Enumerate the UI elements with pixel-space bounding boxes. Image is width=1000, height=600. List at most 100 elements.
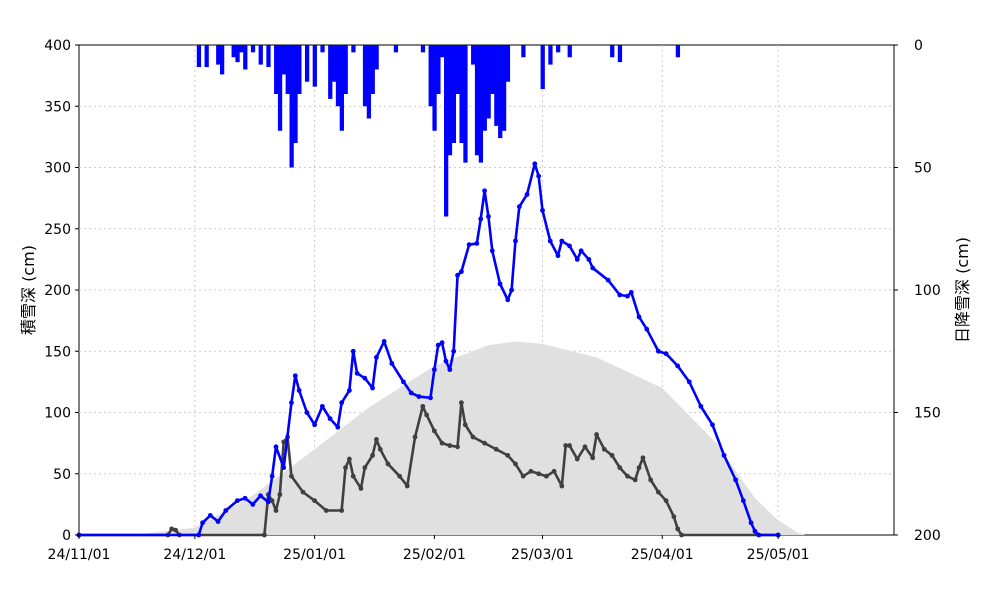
dark-series-point (262, 532, 267, 538)
snowfall-bar (455, 45, 460, 94)
snow-depth-point (200, 520, 206, 526)
snow-depth-point (381, 339, 387, 344)
snow-depth-point (489, 248, 495, 254)
x-tick-label: 25/02/01 (403, 547, 466, 563)
dark-series-point (640, 455, 646, 461)
snow-depth-point (710, 422, 715, 428)
right-tick-label: 100 (914, 283, 941, 299)
snowfall-bar (393, 45, 399, 53)
snowfall-bar (216, 45, 221, 65)
left-tick-label: 250 (44, 222, 71, 238)
snow-depth-point (540, 207, 545, 213)
dark-series-point (370, 452, 375, 458)
snowfall-bar (436, 45, 441, 94)
snowfall-bar (196, 45, 202, 68)
snow-depth-point (547, 238, 553, 244)
dark-series-point (520, 473, 526, 479)
snowfall-bar (235, 45, 240, 63)
snowfall-bar (463, 45, 468, 163)
snowfall-bar (567, 45, 572, 58)
dark-series-point (173, 527, 178, 533)
dark-series-point (493, 446, 499, 452)
snowfall-bar (675, 45, 681, 58)
snowfall-bar (293, 45, 298, 143)
dark-series-point (404, 483, 410, 489)
snowfall-bar (204, 45, 209, 68)
dark-series-point (663, 498, 669, 504)
snow-depth-point (451, 348, 457, 354)
daily-snowfall-bars (196, 45, 681, 217)
dark-series-point (609, 452, 615, 458)
snow-depth-point (513, 238, 518, 244)
dark-series-point (513, 461, 518, 467)
dark-series-point (625, 473, 630, 479)
snowfall-bar (498, 45, 503, 139)
snow-depth-point (273, 444, 279, 450)
snow-depth-point (636, 314, 642, 320)
snow-depth-point (509, 287, 515, 293)
normal-snow-depth-area (133, 341, 806, 535)
dark-series-point (458, 400, 464, 406)
dark-series-point (671, 514, 677, 520)
snowfall-bar (239, 45, 244, 53)
dark-series-point (169, 526, 175, 532)
snow-depth-point (628, 290, 634, 295)
left-tick-label: 350 (44, 99, 71, 115)
snowfall-bar (289, 45, 294, 168)
snow-depth-point (756, 532, 762, 538)
dark-series-point (374, 437, 379, 442)
dark-series-point (551, 468, 557, 474)
dark-series-point (567, 443, 572, 448)
snow-depth-point (578, 248, 584, 254)
dark-series-point (420, 403, 426, 409)
dark-series-point (358, 486, 364, 491)
dark-series (76, 400, 781, 538)
dark-series-point (590, 455, 596, 461)
snow-depth-point (567, 243, 572, 249)
snowfall-bar (617, 45, 623, 63)
snow-depth-point (435, 342, 441, 348)
dark-series-point (269, 498, 275, 504)
snow-depth-point (455, 272, 460, 278)
snowfall-bar (328, 45, 333, 99)
x-axis-ticks: 24/11/01 24/12/01 25/01/01 25/02/01 25/03/01… (48, 535, 810, 563)
snow-depth-point (439, 340, 445, 346)
snowfall-bar (366, 45, 372, 119)
dark-series-point (289, 473, 294, 479)
snow-depth-point (223, 508, 229, 513)
snowfall-bar (610, 45, 615, 58)
dark-series-point (563, 443, 569, 448)
snow-depth-point (443, 358, 449, 364)
snow-depth-point (339, 400, 345, 406)
left-tick-label: 100 (44, 406, 71, 422)
snowfall-bar (494, 45, 499, 126)
snowfall-bar (219, 45, 225, 75)
snowfall-bar (258, 45, 263, 65)
left-axis-title: 積雪深 (cm) (19, 245, 38, 335)
snowfall-bar (351, 45, 356, 53)
dark-series-point (675, 526, 681, 532)
snow-depth-point (319, 403, 325, 409)
snow-depth-point (675, 363, 681, 369)
dark-series-point (455, 444, 460, 450)
dark-series-point (574, 456, 580, 462)
dark-series-point (273, 508, 279, 513)
dark-series-point (462, 422, 468, 428)
dark-series-point (397, 473, 402, 479)
snowfall-bar (428, 45, 433, 107)
snow-depth-point (207, 513, 213, 518)
dark-series-point (312, 498, 318, 504)
snow-depth-point (431, 367, 437, 373)
left-tick-label: 300 (44, 161, 71, 177)
snow-depth-point (265, 499, 271, 505)
dark-series-point (343, 465, 348, 471)
right-tick-label: 200 (914, 528, 941, 544)
snow-depth-point (346, 388, 352, 393)
x-tick-label: 25/05/01 (747, 547, 810, 563)
dark-series-point (362, 465, 368, 471)
dark-series-point (528, 468, 534, 474)
left-tick-label: 0 (62, 528, 71, 544)
snow-depth-point (559, 238, 565, 244)
dark-series-point (470, 434, 476, 440)
